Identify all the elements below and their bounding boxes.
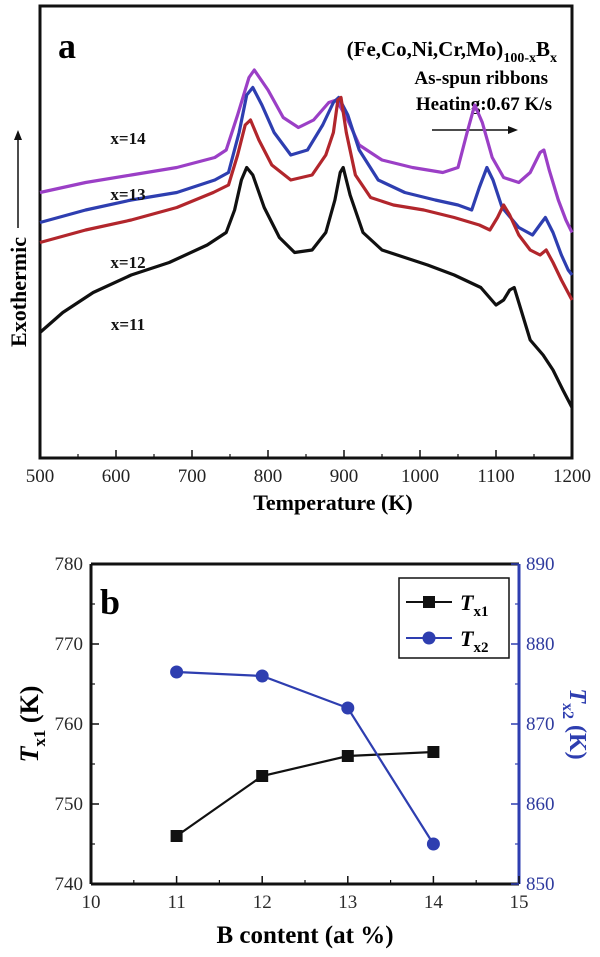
curve-x-12: [39, 95, 574, 301]
point-Tx2: [170, 665, 184, 679]
panel-a-tick-label: 700: [178, 466, 207, 487]
panel-a-composition: (Fe,Co,Ni,Cr,Mo)100-xBx: [347, 37, 557, 66]
panel-a-tick-label: 1200: [553, 466, 591, 487]
panel-a-tick-label: 600: [102, 466, 131, 487]
series-label-x-11: x=11: [111, 315, 145, 334]
panel-b-series: [170, 665, 440, 851]
point-Tx1: [427, 746, 440, 758]
panel-a-label: a: [58, 26, 76, 66]
exothermic-arrow: [14, 130, 22, 228]
panel-b-left-tick-label: 760: [55, 714, 84, 735]
svg-text:Tx1: Tx1: [460, 590, 488, 620]
series-label-x-14: x=14: [110, 129, 146, 148]
panel-a-tick-label: 1100: [477, 466, 514, 487]
panel-b-right-tick-label: 870: [526, 714, 555, 735]
panel-b-x-tick-label: 12: [253, 892, 272, 913]
panel-a-x-ticks: 500 600 700 800 900 1000 1100 1200: [26, 450, 591, 487]
point-Tx1: [170, 830, 183, 842]
panel-b-left-tick-label: 750: [55, 794, 84, 815]
point-Tx2: [341, 701, 355, 715]
panel-b-left-tick-label: 770: [55, 634, 84, 655]
series-label-x-13: x=13: [110, 185, 145, 204]
panel-b-x-tick-label: 13: [338, 892, 357, 913]
point-Tx1: [341, 750, 354, 762]
legend-item-tx2: Tx2: [406, 626, 488, 656]
panel-a-tick-label: 900: [330, 466, 359, 487]
series-line-Tx1: [175, 750, 434, 837]
curve-x-11: [38, 165, 574, 409]
panel-a-annotation-ribbons: As-spun ribbons: [414, 68, 548, 89]
panel-a-ylabel: Exothermic: [6, 237, 31, 347]
panel-b-x-tick-label: 15: [510, 892, 529, 913]
panel-a-series-labels: x=14 x=13 x=12 x=11: [110, 129, 146, 334]
svg-text:Tx2: Tx2: [460, 626, 488, 656]
panel-a-curves: [38, 68, 574, 409]
panel-b-x-tick-label: 10: [82, 892, 101, 913]
panel-a-annotation-heating: Heating:0.67 K/s: [416, 94, 552, 115]
panel-b-xlabel: B content (at %): [216, 922, 393, 949]
legend-item-tx1: Tx1: [406, 590, 488, 620]
panel-b-ticks: 10 11 12 13 14 15 740 750 760 770 780 850 860 870 880 8…: [55, 554, 555, 913]
panel-b-label: b: [100, 582, 120, 622]
panel-a-tick-label: 800: [254, 466, 283, 487]
panel-b: b 10 11 12 13 14 15 740 750 760 770 780 850 860 870 88…: [15, 554, 590, 949]
panel-a-xlabel: Temperature (K): [253, 490, 412, 515]
panel-b-right-tick-label: 860: [526, 794, 555, 815]
panel-b-right-tick-label: 880: [526, 634, 555, 655]
point-Tx2: [426, 837, 440, 851]
panel-b-x-tick-label: 11: [167, 892, 185, 913]
curve-x-13: [39, 85, 574, 276]
panel-a: a (Fe,Co,Ni,Cr,Mo)100-xBx As-spun ribbon…: [6, 4, 591, 515]
curve-x-14: [39, 68, 574, 234]
point-Tx2: [255, 669, 269, 683]
panel-b-right-tick-label: 850: [526, 874, 555, 895]
panel-a-tick-label: 1000: [401, 466, 439, 487]
panel-b-ylabel-right: Tx2 (K): [559, 688, 590, 759]
panel-b-left-tick-label: 780: [55, 554, 84, 575]
panel-b-left-tick-label: 740: [55, 874, 84, 895]
series-line-Tx2: [176, 670, 435, 845]
panel-b-x-tick-label: 14: [424, 892, 444, 913]
panel-a-tick-label: 500: [26, 466, 55, 487]
point-Tx1: [256, 770, 269, 782]
panel-b-legend: Tx1 Tx2: [398, 577, 510, 659]
series-label-x-12: x=12: [110, 253, 145, 272]
panel-b-ylabel-left: Tx1 (K): [15, 686, 49, 763]
legend-box: [398, 577, 510, 659]
panel-b-right-tick-label: 890: [526, 554, 555, 575]
heating-direction-arrow: [432, 126, 518, 134]
